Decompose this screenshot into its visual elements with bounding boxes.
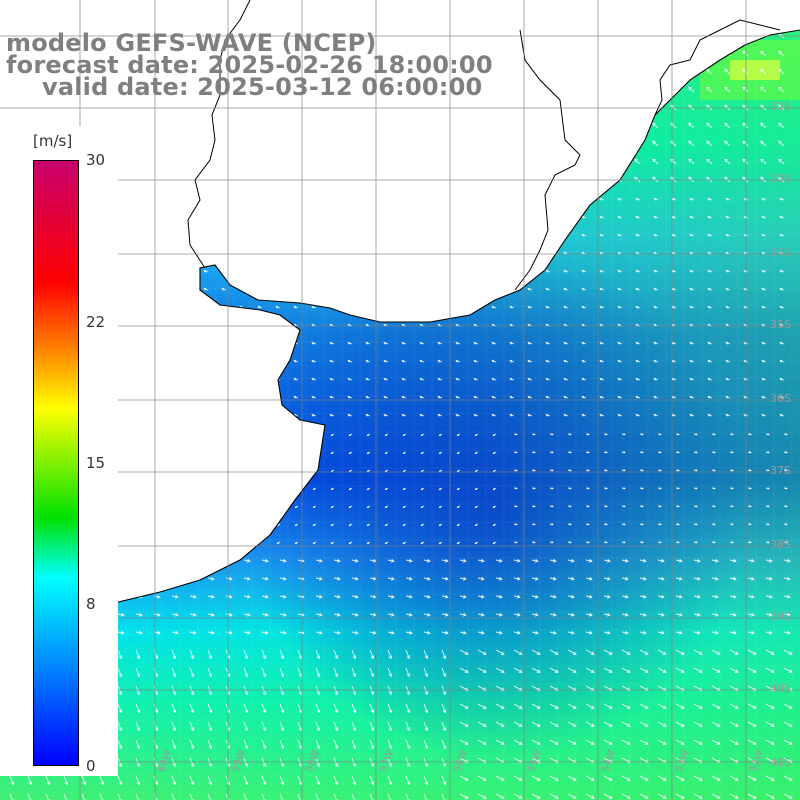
coastline: [0, 29, 800, 619]
colorbar-tick-label: 15: [86, 454, 106, 472]
colorbar-legend: [m/s] 30 22 15 8 0: [0, 126, 118, 776]
lat-label: 36S: [770, 392, 791, 405]
colorbar-tick-label: 30: [86, 151, 106, 169]
title-model: modelo GEFS-WAVE (NCEP): [6, 29, 377, 57]
lat-label: 41S: [770, 756, 791, 769]
lat-label: 39S: [770, 610, 791, 623]
lat-label: 40S: [770, 682, 791, 695]
lat-label: 35S: [770, 318, 791, 331]
colorbar-tick-label: 0: [86, 757, 96, 775]
lat-label: 34S: [770, 246, 791, 259]
lat-label: 37S: [770, 464, 791, 477]
title-forecast-date: forecast date: 2025-02-26 18:00:00: [6, 51, 493, 79]
colorbar-unit-label: [m/s]: [33, 132, 73, 150]
lat-label: 38S: [770, 538, 791, 551]
title-valid-date: valid date: 2025-03-12 06:00:00: [42, 73, 483, 101]
border-lines: [187, 0, 781, 291]
lat-label: 33S: [770, 172, 791, 185]
colorbar-tick-label: 22: [86, 312, 106, 331]
colorbar-gradient: [33, 160, 79, 766]
lat-label: 32S: [770, 100, 791, 113]
colorbar-tick-label: 8: [86, 595, 96, 614]
